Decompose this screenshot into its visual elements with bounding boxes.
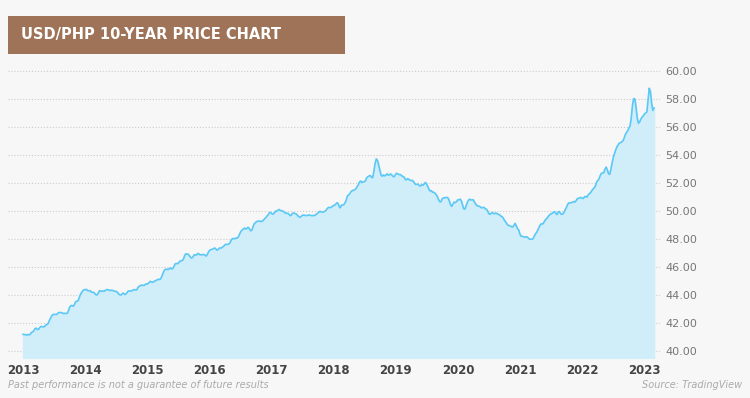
Text: USD/PHP 10-YEAR PRICE CHART: USD/PHP 10-YEAR PRICE CHART [21, 27, 281, 42]
Text: Source: TradingView: Source: TradingView [642, 380, 742, 390]
Text: Past performance is not a guarantee of future results: Past performance is not a guarantee of f… [8, 380, 268, 390]
